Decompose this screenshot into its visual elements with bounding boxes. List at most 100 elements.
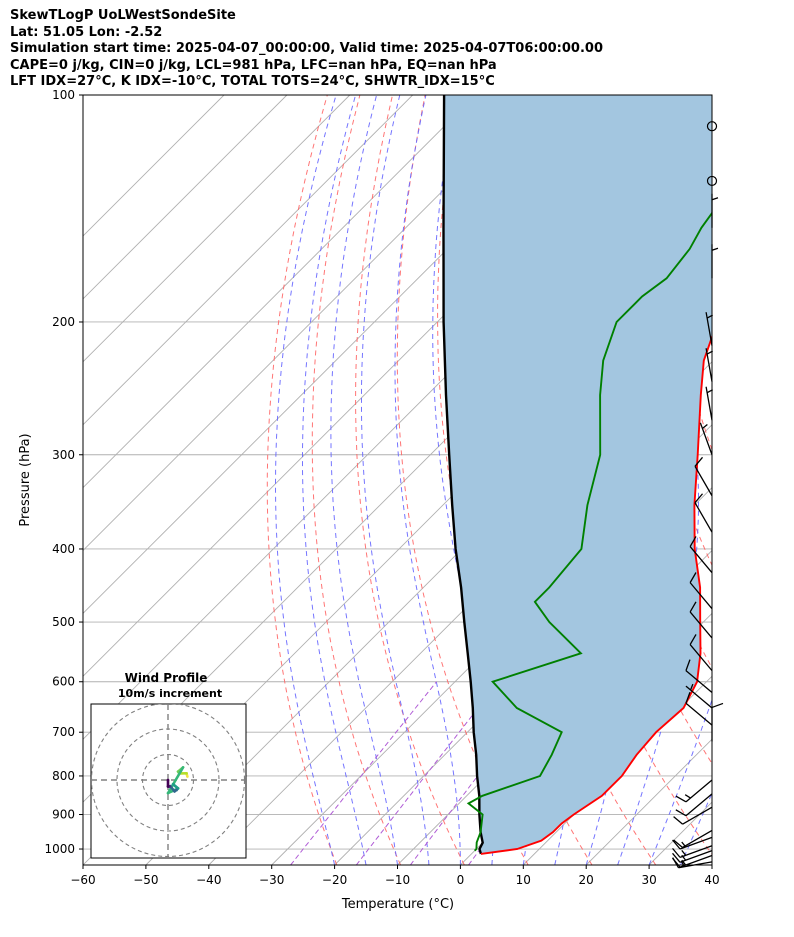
location-line: Lat: 51.05 Lon: -2.52: [10, 24, 163, 40]
y-tick-label: 800: [52, 769, 75, 783]
cape-cin-shading: [443, 95, 712, 854]
barb-shaft: [689, 582, 713, 610]
barb-flag: [685, 692, 691, 704]
y-axis-label: Pressure (hPa): [18, 433, 33, 526]
wind-barb: [673, 806, 713, 825]
barb-flag: [672, 847, 681, 858]
barb-half-flag: [711, 247, 719, 251]
parcel-profile-line: [442, 95, 484, 855]
y-tick-label: 600: [52, 675, 75, 689]
tick-layer: −60 −50 −40 −30 −20 −10 0 10 20 30 40 1000 900 800 700…: [44, 88, 719, 887]
barb-half-flag: [702, 424, 708, 429]
x-tick-label: −20: [322, 873, 347, 887]
wind-barb: [685, 692, 713, 726]
moist-adiabat: [275, 95, 337, 865]
barb-shaft: [685, 702, 713, 726]
barb-shaft: [694, 502, 713, 533]
barb-half-flag: [706, 350, 714, 355]
wind-barb: [705, 312, 714, 346]
barb-shaft: [685, 779, 713, 803]
cape-line: CAPE=0 j/kg, CIN=0 j/kg, LCL=981 hPa, LF…: [10, 57, 497, 73]
wind-barb: [672, 845, 713, 858]
wind-barb: [694, 456, 713, 497]
barb-shaft: [689, 611, 713, 639]
wind-barb: [689, 634, 713, 672]
dry-adiabat: [751, 95, 794, 865]
barb-flag: [675, 795, 687, 803]
x-tick-label: 20: [579, 873, 594, 887]
wind-barb: [689, 536, 713, 574]
barb-flag: [689, 536, 697, 547]
chart-title: SkewTLogP UoLWestSondeSite: [10, 8, 236, 23]
calm-wind-marker: [706, 121, 718, 132]
barb-shaft: [685, 670, 713, 693]
wind-barb: [675, 793, 713, 817]
wind-barb: [685, 683, 713, 709]
barb-flag: [673, 839, 683, 848]
dry-adiabat: [396, 95, 529, 865]
x-tick-label: −40: [196, 873, 221, 887]
y-tick-label: 500: [52, 615, 75, 629]
moist-adiabat: [394, 95, 461, 865]
wind-profile-inset: Wind Profile 10m/s increment: [90, 671, 247, 859]
isotherm-line: [83, 95, 225, 237]
barb-half-flag: [681, 849, 687, 856]
dry-adiabat: [355, 95, 465, 865]
wind-barb: [685, 659, 713, 693]
wind-barb: [711, 244, 719, 279]
mixing-ratio-line: [290, 681, 437, 865]
dewpoint-line: [466, 211, 712, 852]
moist-adiabat: [330, 95, 398, 865]
moist-adiabat: [361, 95, 430, 865]
wind-barb: [689, 572, 713, 610]
wind-barb: [705, 348, 714, 382]
isotherm-line: [334, 486, 712, 865]
y-tick-label: 1000: [44, 842, 75, 856]
x-tick-label: 0: [457, 873, 465, 887]
barb-half-flag: [684, 794, 691, 799]
isotherm-line: [83, 95, 288, 300]
barb-shaft: [699, 422, 713, 455]
mixing-ratio-line: [355, 681, 499, 865]
wind-barb: [694, 493, 713, 533]
inset-subtitle: 10m/s increment: [118, 687, 222, 700]
y-tick-label: 400: [52, 542, 75, 556]
barb-flag: [672, 857, 681, 868]
barb-shaft: [682, 829, 713, 849]
barb-flag: [672, 852, 681, 863]
barb-flag: [694, 493, 704, 504]
wind-barb: [705, 386, 714, 421]
temperature-line: [480, 334, 712, 855]
chart-header: SkewTLogP UoLWestSondeSite Lat: 51.05 Lo…: [10, 8, 603, 91]
y-tick-label: 100: [52, 88, 75, 102]
moist-adiabat: [711, 863, 712, 865]
dry-adiabat: [311, 95, 402, 865]
y-tick-label: 700: [52, 725, 75, 739]
barb-flag: [673, 816, 683, 825]
y-tick-label: 200: [52, 315, 75, 329]
wind-barb: [711, 702, 724, 742]
isotherm-line: [711, 864, 712, 865]
calm-wind-marker: [706, 175, 718, 187]
inset-title: Wind Profile: [125, 671, 208, 685]
time-line: Simulation start time: 2025-04-07_00:00:…: [10, 41, 603, 56]
barb-shaft: [685, 793, 713, 817]
moist-adiabat: [302, 95, 367, 865]
dry-adiabat: [266, 95, 338, 865]
barb-half-flag: [706, 314, 714, 319]
series-layer: [442, 95, 712, 855]
barb-shaft: [689, 546, 713, 574]
indices-line: LFT IDX=27°C, K IDX=-10°C, TOTAL TOTS=24…: [10, 74, 495, 89]
barb-flag: [689, 634, 697, 645]
dry-adiabat: [719, 95, 794, 865]
x-tick-label: 10: [516, 873, 531, 887]
wind-barb: [699, 422, 713, 455]
barb-flag: [689, 601, 697, 613]
barb-flag: [694, 456, 704, 467]
wind-barbs: [672, 121, 724, 869]
x-tick-label: −50: [133, 873, 158, 887]
mixing-ratio-line: [409, 681, 550, 865]
barb-flag: [689, 572, 697, 583]
dry-adiabat: [784, 95, 794, 865]
